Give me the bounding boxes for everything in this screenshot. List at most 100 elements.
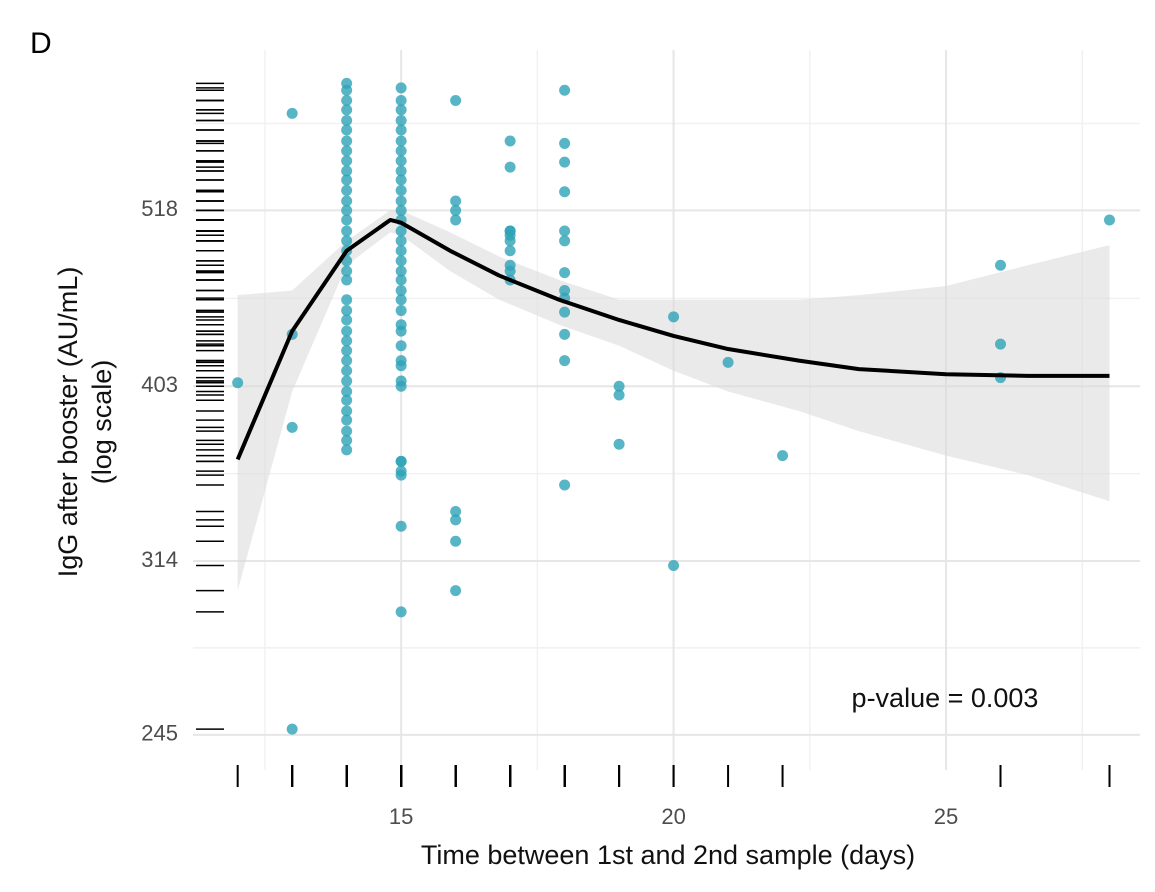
data-point: [559, 137, 571, 149]
data-point: [559, 328, 571, 340]
confidence-band: [237, 210, 1110, 591]
smooth-line: [235, 217, 1110, 461]
data-point: [504, 229, 516, 241]
data-point: [341, 104, 353, 116]
data-point: [341, 414, 353, 426]
data-point: [286, 107, 298, 119]
data-point: [341, 225, 353, 237]
data-point: [341, 375, 353, 387]
data-point: [395, 285, 407, 297]
data-point: [341, 265, 353, 277]
data-point: [559, 267, 571, 279]
data-point: [395, 95, 407, 107]
data-point: [341, 135, 353, 147]
data-point: [341, 345, 353, 357]
data-point: [341, 355, 353, 367]
data-point: [286, 421, 298, 433]
data-point: [559, 285, 571, 297]
data-point: [450, 214, 462, 226]
data-point: [341, 335, 353, 347]
data-point: [450, 506, 462, 518]
data-point: [341, 314, 353, 326]
data-point: [450, 195, 462, 207]
data-point: [450, 535, 462, 547]
data-point: [286, 723, 298, 735]
data-point: [395, 294, 407, 306]
data-point: [395, 274, 407, 286]
y-tick-label: 245: [141, 721, 178, 746]
data-point: [341, 204, 353, 216]
data-point: [341, 294, 353, 306]
data-point: [559, 225, 571, 237]
data-point: [395, 82, 407, 94]
data-point: [395, 455, 407, 467]
y-tick-label: 403: [141, 372, 178, 397]
data-point: [995, 259, 1007, 271]
data-point: [395, 145, 407, 157]
x-axis-title: Time between 1st and 2nd sample (days): [421, 840, 915, 870]
data-point: [613, 380, 625, 392]
data-point: [668, 311, 680, 323]
data-point: [341, 95, 353, 107]
data-point: [504, 161, 516, 173]
data-point: [450, 95, 462, 107]
data-point: [395, 325, 407, 337]
y-axis-title: (log scale): [87, 360, 117, 485]
data-point: [395, 165, 407, 177]
data-point: [1103, 214, 1115, 226]
data-point: [504, 135, 516, 147]
data-point: [395, 124, 407, 136]
data-point: [395, 340, 407, 352]
data-point: [341, 174, 353, 186]
data-point: [559, 306, 571, 318]
data-point: [341, 184, 353, 196]
x-tick-label: 15: [389, 804, 413, 829]
data-point: [613, 438, 625, 450]
data-point: [559, 84, 571, 96]
data-point: [232, 377, 244, 389]
data-point: [395, 225, 407, 237]
data-point: [341, 114, 353, 126]
data-point: [395, 204, 407, 216]
data-point: [341, 365, 353, 377]
data-point: [777, 450, 789, 462]
data-point: [395, 155, 407, 167]
data-point: [341, 394, 353, 406]
data-point: [341, 444, 353, 456]
y-tick-label: 314: [141, 547, 178, 572]
data-point: [450, 585, 462, 597]
data-point: [504, 245, 516, 257]
data-point: [341, 155, 353, 167]
data-point: [341, 274, 353, 286]
data-point: [559, 479, 571, 491]
y-axis-title: IgG after booster (AU/mL): [53, 267, 83, 578]
data-point: [395, 195, 407, 207]
data-point: [395, 520, 407, 532]
panel-label: D: [30, 27, 52, 60]
data-point: [395, 235, 407, 247]
data-point: [341, 124, 353, 136]
data-point: [995, 338, 1007, 350]
data-point: [395, 174, 407, 186]
data-point: [341, 145, 353, 157]
data-point: [722, 356, 734, 368]
data-point: [395, 104, 407, 116]
data-point: [559, 355, 571, 367]
data-point: [395, 606, 407, 618]
data-point: [341, 434, 353, 446]
data-point: [395, 114, 407, 126]
data-point: [341, 425, 353, 437]
data-point: [668, 560, 680, 572]
data-point: [395, 255, 407, 267]
data-point: [395, 245, 407, 257]
data-point: [450, 514, 462, 526]
data-point: [613, 389, 625, 401]
data-point: [395, 265, 407, 277]
x-tick-label: 25: [934, 804, 958, 829]
data-point: [395, 380, 407, 392]
y-tick-label: 518: [141, 196, 178, 221]
data-point: [395, 135, 407, 147]
data-point: [341, 405, 353, 417]
data-point: [341, 235, 353, 247]
